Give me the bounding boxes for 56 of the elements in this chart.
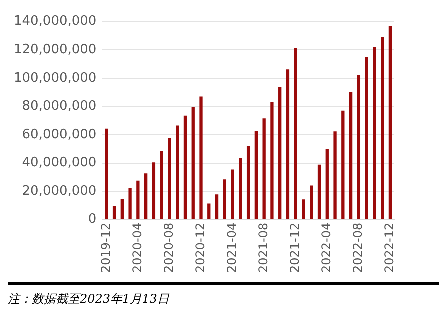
y-tick-label: 100,000,000 (14, 70, 97, 86)
bar (294, 48, 298, 220)
bar (208, 204, 211, 220)
x-tick-label: 2021-12 (288, 222, 302, 273)
y-tick-label: 0 (88, 212, 97, 228)
bar (200, 96, 203, 220)
x-tick-label: 2021-04 (224, 222, 239, 273)
x-tick-label: 2020-12 (193, 222, 208, 273)
bar (184, 116, 188, 220)
bar (152, 162, 156, 220)
y-tick-label: 120,000,000 (14, 42, 97, 58)
bar (388, 26, 392, 220)
bar (223, 180, 226, 220)
bar (318, 164, 322, 220)
bar (105, 128, 108, 220)
bar (136, 180, 140, 220)
bar (334, 132, 337, 220)
bar (120, 199, 124, 220)
bar (270, 102, 274, 220)
y-tick-label: 80,000,000 (22, 99, 97, 114)
bar (231, 170, 234, 220)
x-tick-label: 2019-12 (98, 222, 113, 273)
y-tick-label: 20,000,000 (22, 184, 97, 199)
bar (262, 118, 266, 220)
x-tick-label: 2022-08 (351, 222, 366, 273)
bar (302, 200, 306, 220)
x-tick-label: 2022-04 (320, 222, 334, 273)
bar (254, 131, 258, 220)
bar (342, 110, 345, 220)
x-tick-label: 2020-08 (162, 222, 176, 273)
y-tick-label: 40,000,000 (22, 156, 97, 171)
bar (192, 107, 195, 220)
bar (357, 74, 361, 220)
bar (246, 146, 250, 220)
bar (310, 186, 314, 220)
bar (278, 87, 282, 220)
x-tick-label: 2020-04 (130, 222, 144, 273)
bar (365, 57, 368, 220)
bar (381, 38, 384, 220)
text: 注：数据截至2023年1月13日 (8, 291, 170, 308)
bar (373, 47, 376, 220)
y-tick-label: 60,000,000 (22, 127, 97, 142)
bar (349, 92, 353, 220)
y-tick-label: 140,000,000 (14, 14, 97, 30)
bar (168, 138, 172, 220)
x-tick-label: 2021-08 (256, 222, 270, 273)
bar (286, 70, 290, 220)
bar (326, 150, 329, 220)
x-tick-label: 2022-12 (382, 222, 397, 273)
bar (112, 206, 116, 220)
bar (128, 188, 132, 220)
bar (176, 126, 180, 220)
bar (239, 158, 242, 220)
bar (215, 194, 219, 220)
bar (144, 174, 148, 220)
bar (160, 151, 164, 220)
